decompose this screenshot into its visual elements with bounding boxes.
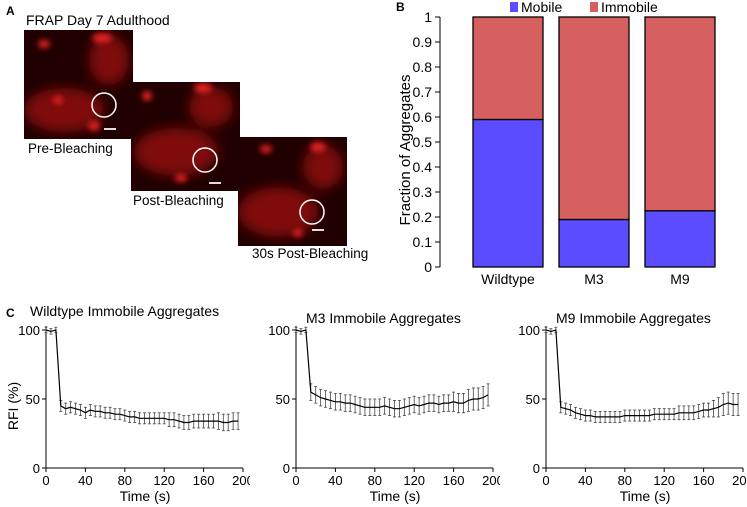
- y-axis-label: Fraction of Aggregates: [397, 75, 414, 226]
- y-tick-label: 0.4: [413, 159, 433, 175]
- y-tick-label: 0: [424, 259, 432, 275]
- x-tick-label: 80: [618, 473, 632, 488]
- legend-label-immobile: Immobile: [601, 0, 658, 15]
- rfi-series-line: [295, 329, 489, 410]
- y-tick-label: 0.6: [413, 109, 433, 125]
- y-tick-label: 0: [283, 461, 290, 476]
- y-tick-label: 0: [533, 461, 540, 476]
- y-tick-label: 0.2: [413, 209, 433, 225]
- panel-letter-a: A: [6, 4, 15, 18]
- x-axis-label-wildtype: Time (s): [120, 488, 171, 504]
- line-chart-m3: M3 Immobile Aggregates Time (s) 0 50 100 0 4…: [268, 310, 500, 504]
- y-tick-label: 1: [424, 9, 432, 25]
- bar-immobile-m9: [644, 16, 716, 212]
- x-tick-label: 120: [153, 473, 175, 488]
- micrograph-30s-post-bleaching: [238, 137, 347, 246]
- x-tick-label: M9: [670, 271, 690, 287]
- caption-pre-bleaching: Pre-Bleaching: [28, 141, 113, 156]
- x-tick-label: 80: [118, 473, 132, 488]
- panel-letter-b: B: [396, 0, 405, 14]
- x-tick-label: 120: [653, 473, 675, 488]
- stacked-bar-chart: Mobile Immobile Fraction of Aggregates 0…: [397, 0, 716, 287]
- legend-swatch-immobile: [590, 2, 598, 12]
- y-tick-label: 50: [26, 392, 40, 407]
- x-tick-label: 160: [193, 473, 215, 488]
- line-chart-m9: M9 Immobile Aggregates Time (s) 0 50 100 0 4…: [518, 310, 747, 504]
- y-tick-label: 100: [268, 323, 290, 338]
- x-tick-label: 200: [232, 473, 250, 488]
- rfi-series-line: [45, 329, 239, 424]
- x-tick-label: 0: [292, 473, 299, 488]
- y-tick-label: 0.8: [413, 59, 433, 75]
- y-axis-label-rfi: RFI (%): [5, 382, 21, 430]
- micrograph-pre-bleaching: [24, 30, 133, 139]
- y-tick-label: 0.9: [413, 34, 433, 50]
- line-chart-wildtype: Wildtype Immobile Aggregates RFI (%) Tim…: [5, 303, 250, 504]
- bar-mobile-m9: [644, 210, 716, 268]
- x-tick-label: 160: [693, 473, 715, 488]
- x-tick-label: 40: [578, 473, 592, 488]
- x-tick-label: 0: [542, 473, 549, 488]
- x-tick-label: 200: [482, 473, 500, 488]
- y-tick-label: 100: [18, 323, 40, 338]
- y-tick-label: 0.7: [413, 84, 433, 100]
- bar-immobile-wildtype: [472, 16, 544, 121]
- bar-immobile-m3: [558, 16, 630, 221]
- rfi-series-line: [545, 329, 739, 418]
- x-tick-label: 200: [732, 473, 747, 488]
- y-tick-label: 50: [526, 392, 540, 407]
- frap-title: FRAP Day 7 Adulthood: [26, 12, 170, 28]
- x-tick-label: 0: [42, 473, 49, 488]
- bar-mobile-m3: [558, 218, 630, 268]
- y-tick-label: 0.1: [413, 234, 433, 250]
- x-tick-label: 120: [403, 473, 425, 488]
- legend-label-mobile: Mobile: [521, 0, 562, 15]
- x-tick-label: M3: [584, 271, 604, 287]
- x-tick-label: 40: [328, 473, 342, 488]
- y-tick-label: 0.5: [413, 134, 433, 150]
- caption-30s-post-bleaching: 30s Post-Bleaching: [252, 246, 369, 261]
- chart-title-wildtype: Wildtype Immobile Aggregates: [30, 303, 219, 319]
- micrograph-post-bleaching: [131, 82, 240, 191]
- legend-swatch-mobile: [510, 2, 518, 12]
- x-axis-label-m3: Time (s): [370, 488, 421, 504]
- chart-title-m3: M3 Immobile Aggregates: [306, 310, 461, 326]
- chart-title-m9: M9 Immobile Aggregates: [556, 310, 711, 326]
- x-axis-label-m9: Time (s): [620, 488, 671, 504]
- bar-mobile-wildtype: [472, 118, 544, 268]
- caption-post-bleaching: Post-Bleaching: [133, 193, 224, 208]
- y-tick-label: 0.3: [413, 184, 433, 200]
- y-tick-label: 50: [276, 392, 290, 407]
- x-tick-label: 40: [78, 473, 92, 488]
- y-tick-label: 0: [33, 461, 40, 476]
- panel-letter-c: C: [6, 306, 15, 320]
- x-tick-label: 80: [368, 473, 382, 488]
- y-tick-label: 100: [518, 323, 540, 338]
- x-tick-label: 160: [443, 473, 465, 488]
- x-tick-label: Wildtype: [481, 271, 535, 287]
